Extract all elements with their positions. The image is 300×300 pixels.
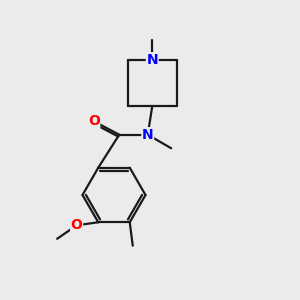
Text: O: O (71, 218, 82, 232)
Text: N: N (142, 128, 154, 142)
Text: N: N (146, 53, 158, 67)
Text: O: O (88, 114, 100, 128)
